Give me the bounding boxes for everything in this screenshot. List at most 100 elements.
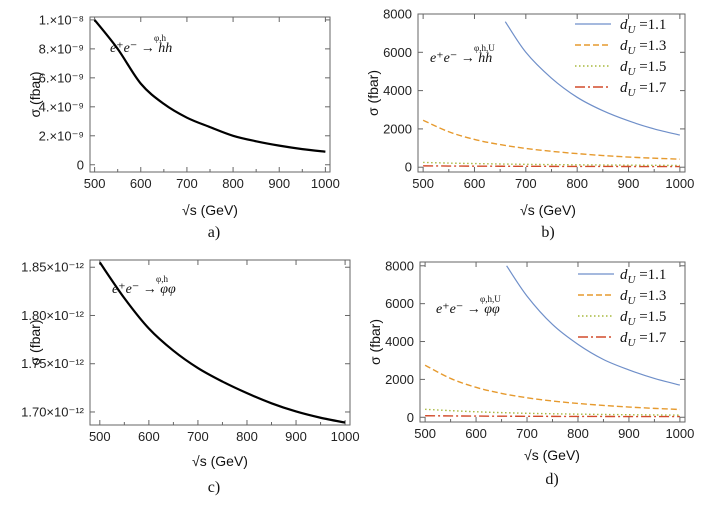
y-tick-label: 8.×10⁻⁹ — [39, 41, 84, 56]
x-axis-label: √s (GeV) — [524, 447, 580, 463]
legend-label: dU =1.1 — [620, 17, 666, 36]
x-axis-label: √s (GeV) — [192, 453, 248, 469]
y-tick-label: 0 — [77, 157, 84, 172]
x-tick-label: 700 — [187, 429, 209, 444]
legend-label: dU =1.1 — [620, 267, 666, 286]
x-tick-label: 600 — [130, 176, 152, 191]
y-axis-label: σ (fbar) — [365, 70, 381, 116]
legend-label: dU =1.3 — [620, 38, 666, 57]
y-tick-label: 8000 — [385, 258, 414, 273]
x-axis-label: √s (GeV) — [520, 202, 576, 218]
legend-value: =1.1 — [635, 267, 666, 283]
y-tick-label: 6000 — [385, 296, 414, 311]
y-tick-label: 2000 — [385, 372, 414, 387]
y-tick-label: 1.85×10⁻¹² — [21, 260, 85, 275]
series-line-1.5 — [423, 161, 680, 167]
series-group — [98, 261, 346, 424]
legend-label: dU =1.3 — [620, 288, 666, 307]
x-tick-label: 800 — [566, 176, 588, 191]
legend-value: =1.7 — [635, 80, 666, 96]
x-tick-label: 900 — [285, 429, 307, 444]
series-line-1.7 — [423, 165, 680, 168]
process-annotation: e⁺e⁻ → hh — [110, 41, 172, 56]
legend-label: dU =1.7 — [620, 80, 667, 99]
series-line-1.3 — [424, 364, 680, 411]
y-tick-label: 4000 — [385, 334, 414, 349]
x-tick-label: 600 — [465, 426, 487, 441]
process-annotation-super: φ,h — [154, 33, 166, 43]
x-tick-label: 700 — [176, 176, 198, 191]
x-tick-label: 1000 — [665, 426, 694, 441]
x-tick-label: 500 — [414, 426, 436, 441]
series-line-1.5 — [425, 408, 680, 416]
y-tick-label: 1.70×10⁻¹² — [21, 404, 85, 419]
plot-frame — [89, 259, 351, 426]
y-tick-label: 4.×10⁻⁹ — [39, 99, 84, 114]
panel-caption: c) — [208, 479, 220, 496]
legend-label: dU =1.7 — [620, 330, 667, 349]
y-tick-label: 0 — [407, 410, 414, 425]
series-line-1.3 — [422, 119, 680, 160]
panel-c: 500 600 700 800 900 1000 1.70×10⁻¹² 1.75×10⁻¹² 1… — [21, 259, 360, 496]
y-tick-label: 4000 — [383, 83, 412, 98]
legend: dU =1.1 dU =1.3 dU =1.5 dU =1.7 — [575, 17, 667, 99]
x-tick-label: 800 — [222, 176, 244, 191]
y-tick-label: 0 — [405, 160, 412, 175]
x-tick-label: 700 — [516, 426, 538, 441]
legend-value: =1.5 — [635, 59, 666, 75]
x-tick-label: 1000 — [311, 176, 340, 191]
y-axis-label: σ (fbar) — [27, 320, 43, 366]
y-axis-label: σ (fbar) — [27, 72, 43, 118]
x-tick-label: 800 — [236, 429, 258, 444]
x-tick-label: 1000 — [665, 176, 694, 191]
process-annotation: e⁺e⁻ → φφ — [436, 302, 500, 317]
legend-value: =1.3 — [635, 288, 666, 304]
x-tick-label: 900 — [268, 176, 290, 191]
x-tick-label: 1000 — [331, 429, 360, 444]
series-group — [422, 21, 681, 168]
panel-b: 500 600 700 800 900 1000 0 2000 4000 6000 8000 √s (… — [365, 7, 694, 242]
process-annotation-super: φ,h,U — [480, 294, 501, 304]
process-annotation-super: φ,h,U — [474, 43, 495, 53]
y-tick-label: 1.×10⁻⁸ — [39, 12, 84, 27]
series-group — [424, 265, 681, 418]
series-line-main — [93, 19, 326, 153]
x-tick-label: 700 — [515, 176, 537, 191]
legend-label: dU =1.5 — [620, 59, 666, 78]
x-tick-label: 600 — [464, 176, 486, 191]
legend-value: =1.1 — [635, 17, 666, 33]
legend: dU =1.1 dU =1.3 dU =1.5 dU =1.7 — [578, 267, 667, 349]
panel-caption: d) — [545, 471, 558, 488]
x-tick-label: 600 — [138, 429, 160, 444]
panel-caption: a) — [208, 224, 220, 241]
x-tick-label: 900 — [618, 426, 640, 441]
panel-a: 500 600 700 800 900 1000 0 2.×10⁻⁹ 4.×10⁻⁹ 6.×10⁻… — [27, 12, 340, 241]
panel-caption: b) — [541, 224, 554, 241]
y-tick-label: 2000 — [383, 121, 412, 136]
x-axis-label: √s (GeV) — [182, 202, 238, 218]
y-tick-label: 8000 — [383, 7, 412, 22]
series-line-1.1 — [506, 265, 681, 386]
y-axis-label: σ (fbar) — [367, 319, 383, 365]
y-tick-label: 6.×10⁻⁹ — [39, 70, 84, 85]
y-tick-label: 1.80×10⁻¹² — [21, 308, 85, 323]
x-tick-label: 800 — [567, 426, 589, 441]
y-tick-label: 2.×10⁻⁹ — [39, 128, 84, 143]
panel-d: 500 600 700 800 900 1000 0 2000 4000 6000 8000 √s (… — [367, 258, 694, 488]
x-tick-label: 500 — [89, 429, 111, 444]
x-tick-label: 500 — [412, 176, 434, 191]
legend-value: =1.7 — [635, 330, 666, 346]
process-annotation: e⁺e⁻ → φφ — [112, 282, 176, 297]
series-line-1.1 — [504, 21, 681, 136]
series-line-1.7 — [425, 415, 680, 418]
process-annotation-super: φ,h — [156, 274, 168, 284]
y-tick-label: 6000 — [383, 45, 412, 60]
x-tick-label: 500 — [84, 176, 106, 191]
legend-value: =1.3 — [635, 38, 666, 54]
process-annotation: e⁺e⁻ → hh — [430, 51, 492, 66]
legend-label: dU =1.5 — [620, 309, 666, 328]
series-line-main — [98, 261, 346, 424]
y-tick-label: 1.75×10⁻¹² — [21, 356, 85, 371]
series-group — [93, 19, 326, 153]
